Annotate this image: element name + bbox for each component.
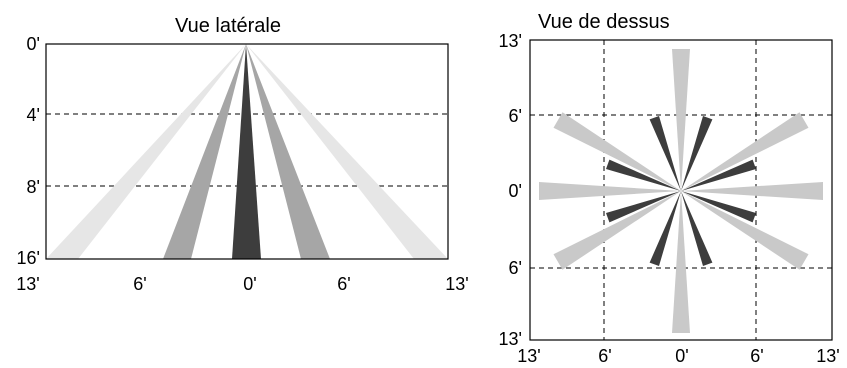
outer-beam-180deg — [539, 182, 681, 200]
y-tick-top-6: 6' — [509, 106, 522, 126]
x-tick-right-6: 6' — [337, 274, 350, 294]
outer-beam-90deg — [672, 49, 690, 191]
inner-beam-20deg — [681, 159, 756, 191]
outer-beam-0deg — [681, 182, 823, 200]
x-tick-left-6: 6' — [133, 274, 146, 294]
outer-beam-150deg — [553, 112, 681, 191]
outer-beam-30deg — [681, 112, 809, 191]
side-view-panel: Vue latérale 0' 4' 8' 16' 13' 6' 0' 6' 1… — [16, 15, 468, 294]
y-tick-0: 0' — [27, 34, 40, 54]
x-tick-0: 0' — [675, 346, 688, 366]
outer-beam-left — [46, 44, 246, 259]
outer-beam-right — [246, 44, 448, 259]
side-view-x-axis: 13' 6' 0' 6' 13' — [16, 274, 468, 294]
top-view-y-axis: 13' 6' 0' 6' 13' — [499, 31, 522, 349]
inner-beam-110deg — [649, 116, 681, 191]
outer-beam-210deg — [553, 191, 681, 270]
middle-beam-left — [163, 44, 246, 259]
inner-beam-340deg — [681, 191, 756, 223]
top-view-grid — [530, 40, 832, 340]
center-beam — [232, 44, 261, 259]
inner-beam-200deg — [606, 191, 681, 223]
side-view-beams — [46, 44, 448, 259]
y-tick-4: 4' — [27, 105, 40, 125]
x-tick-right-13: 13' — [816, 346, 839, 366]
top-view-x-axis: 13' 6' 0' 6' 13' — [517, 346, 839, 366]
outer-beam-330deg — [681, 191, 809, 270]
top-view-title: Vue de dessus — [538, 11, 670, 33]
x-tick-left-13: 13' — [517, 346, 540, 366]
inner-beam-290deg — [681, 191, 713, 266]
inner-beam-250deg — [649, 191, 681, 266]
x-tick-right-6: 6' — [750, 346, 763, 366]
y-tick-16: 16' — [17, 248, 40, 268]
side-view-y-axis: 0' 4' 8' 16' — [17, 34, 40, 268]
y-tick-0: 0' — [509, 181, 522, 201]
y-tick-bottom-6: 6' — [509, 258, 522, 278]
y-tick-8: 8' — [27, 177, 40, 197]
side-view-title: Vue latérale — [175, 15, 281, 37]
top-view-panel: Vue de dessus 13' 6' 0' 6' 13' 13' 6' 0'… — [499, 11, 840, 366]
middle-beam-right — [246, 44, 330, 259]
y-tick-bottom-13: 13' — [499, 329, 522, 349]
outer-beam-270deg — [672, 191, 690, 333]
x-tick-left-6: 6' — [598, 346, 611, 366]
x-tick-0: 0' — [243, 274, 256, 294]
y-tick-top-13: 13' — [499, 31, 522, 51]
inner-beam-70deg — [681, 116, 713, 191]
top-view-beams — [539, 49, 823, 333]
inner-beam-160deg — [606, 159, 681, 191]
x-tick-left-13: 13' — [16, 274, 39, 294]
top-view-frame — [529, 39, 833, 341]
x-tick-right-13: 13' — [445, 274, 468, 294]
side-view-frame — [45, 43, 449, 260]
